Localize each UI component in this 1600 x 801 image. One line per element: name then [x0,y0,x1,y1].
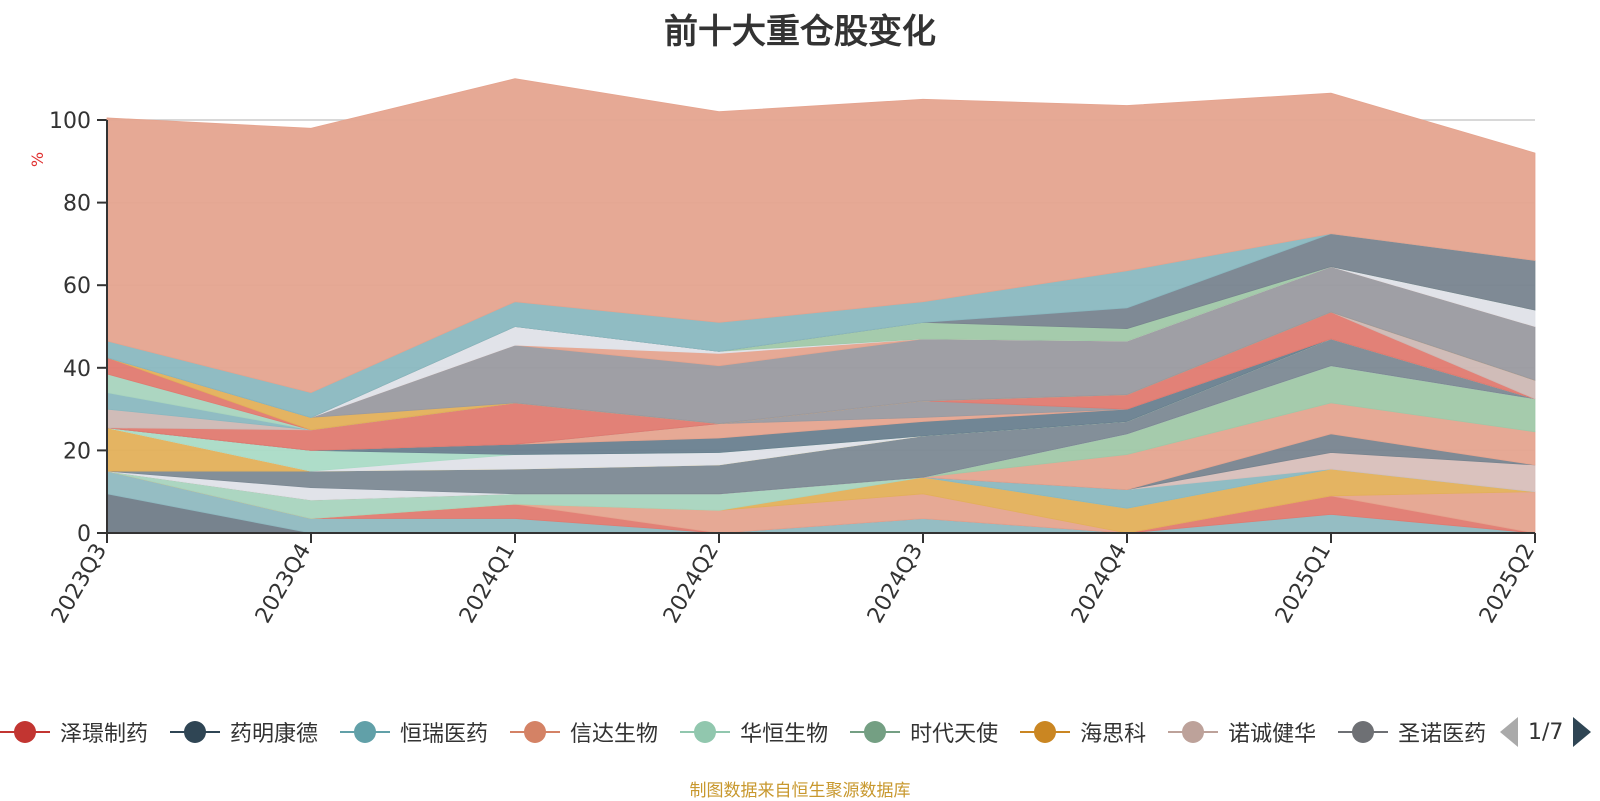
x-tick-label: 2025Q1 [1271,540,1336,628]
legend-item[interactable]: 华恒生物 [680,716,828,748]
legend-marker-icon [1020,717,1071,747]
y-tick-label: 0 [77,522,91,547]
x-tick-label: 2024Q1 [455,540,520,628]
legend-item[interactable]: 恒瑞医药 [340,716,488,748]
legend-prev-icon[interactable] [1500,717,1518,747]
y-tick-label: 60 [63,274,91,299]
legend-label: 华恒生物 [740,722,829,747]
legend-page-indicator: 1/7 [1528,719,1564,745]
chart-title: 前十大重仓股变化 [664,12,936,52]
x-tick-label: 2023Q4 [251,540,316,628]
legend-label: 信达生物 [570,722,659,747]
legend-label: 圣诺医药 [1398,722,1487,747]
x-tick-label: 2024Q3 [863,540,928,628]
legend-label: 泽璟制药 [60,722,149,747]
legend-item[interactable]: 圣诺医药 [1338,716,1486,748]
x-tick-label: 2024Q4 [1067,540,1132,628]
legend-label: 诺诚健华 [1228,722,1317,747]
legend-item[interactable]: 药明康德 [170,716,318,748]
y-tick-label: 40 [63,357,91,382]
legend-pager: 1/7 [1500,712,1600,752]
legend-item[interactable]: 海思科 [1020,716,1146,748]
series-area [106,78,1536,394]
chart-plot: 0 20 40 60 80 100 2023Q3 2023Q4 2024Q1 2024Q2 2024… [47,78,1540,628]
data-source-note: 制图数据来自恒生聚源数据库 [689,781,911,801]
legend-label: 恒瑞医药 [400,722,489,747]
x-tick-label: 2024Q2 [659,540,724,628]
legend-marker-icon [850,717,901,747]
legend-label: 时代天使 [910,722,999,747]
y-tick-label: 20 [63,439,91,464]
legend-marker-icon [680,717,731,747]
legend-next-icon[interactable] [1573,717,1592,747]
legend-marker-icon [170,717,221,747]
legend-item[interactable]: 泽璟制药 [0,716,148,748]
legend-marker-icon [1338,717,1389,747]
legend-marker-icon [340,717,391,747]
x-tick-label: 2023Q3 [47,540,112,628]
legend-marker-icon [1168,717,1219,747]
y-tick-label: 100 [49,109,91,134]
legend-item[interactable]: 时代天使 [850,716,998,748]
legend-marker-icon [510,717,561,747]
x-tick-label: 2025Q2 [1475,540,1540,628]
legend: 泽璟制药 药明康德 恒瑞医药 信达生物 华恒生物 时代天使 海思科 诺诚健华 圣诺医药 [0,712,1500,752]
legend-label: 海思科 [1080,722,1147,747]
legend-label: 药明康德 [230,722,319,747]
legend-item[interactable]: 信达生物 [510,716,658,748]
y-tick-label: 80 [63,192,91,217]
legend-item[interactable]: 诺诚健华 [1168,716,1316,748]
legend-marker-icon [0,717,50,747]
